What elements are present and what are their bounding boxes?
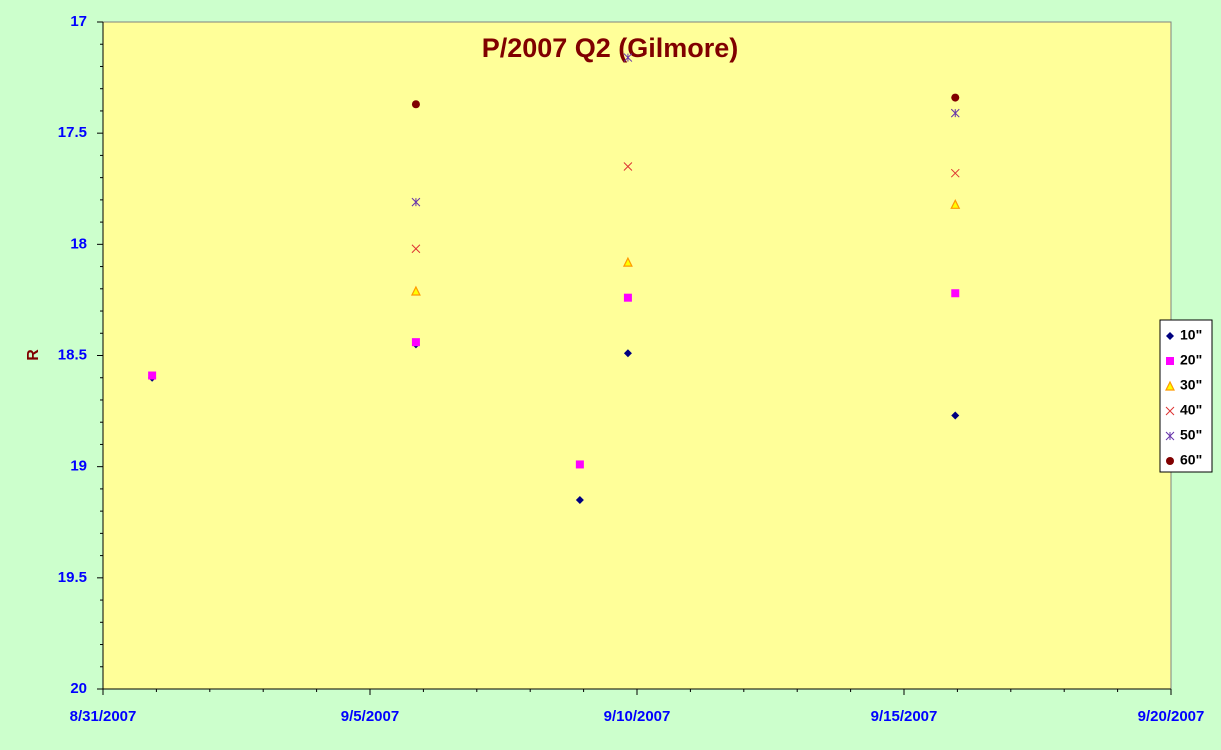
x-tick-label: 9/5/2007	[341, 708, 399, 725]
legend-label: 10"	[1180, 327, 1202, 343]
x-tick-label: 9/20/2007	[1138, 708, 1205, 725]
legend-label: 60"	[1180, 452, 1202, 468]
y-tick-label: 17.5	[58, 124, 87, 141]
data-point	[622, 256, 633, 267]
data-point	[951, 411, 960, 420]
data-point	[950, 168, 960, 178]
data-point	[623, 53, 633, 62]
y-tick-label: 19	[70, 458, 87, 475]
data-point	[950, 108, 960, 118]
legend-label: 20"	[1180, 352, 1202, 368]
data-point	[148, 371, 157, 380]
data-point	[411, 244, 421, 254]
legend-label: 50"	[1180, 427, 1202, 443]
x-tick-label: 9/15/2007	[871, 708, 938, 725]
data-point	[411, 100, 420, 109]
data-point	[623, 162, 633, 171]
data-point	[411, 338, 420, 347]
data-point	[575, 460, 584, 469]
y-tick-label: 17	[70, 13, 87, 30]
legend-marker	[1165, 431, 1175, 441]
legend-marker	[1166, 332, 1174, 340]
x-tick-label: 9/10/2007	[604, 708, 671, 725]
data-point	[411, 197, 421, 207]
data-point	[951, 93, 960, 102]
y-tick-label: 18	[70, 235, 87, 252]
legend-marker	[1166, 457, 1174, 465]
data-point	[410, 285, 421, 296]
y-tick-label: 18.5	[58, 346, 87, 363]
y-tick-label: 19.5	[58, 569, 87, 586]
legend-marker	[1165, 406, 1175, 416]
legend-marker	[1165, 380, 1175, 391]
legend-label: 30"	[1180, 377, 1202, 393]
y-tick-label: 20	[70, 680, 87, 697]
data-point	[575, 496, 584, 505]
y-axis-label: R	[25, 349, 42, 361]
data-point	[951, 289, 960, 298]
data-point	[950, 198, 961, 209]
data-point	[623, 349, 632, 358]
plot-area	[102, 21, 1172, 690]
x-tick-label: 8/31/2007	[70, 708, 137, 725]
legend-marker	[1166, 357, 1174, 365]
legend	[1159, 319, 1213, 473]
data-point	[623, 293, 632, 302]
legend-label: 40"	[1180, 402, 1202, 418]
chart-title: P/2007 Q2 (Gilmore)	[482, 33, 739, 63]
